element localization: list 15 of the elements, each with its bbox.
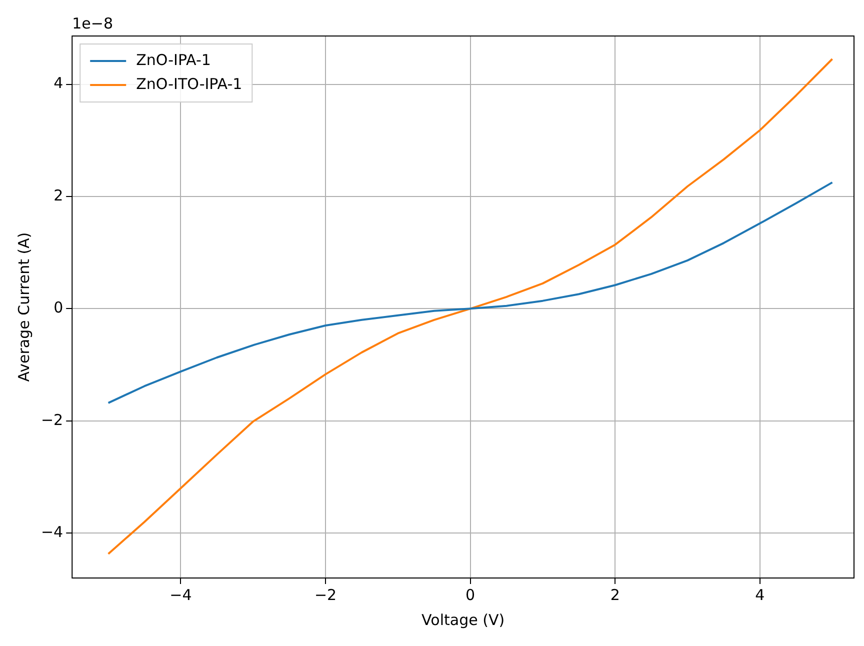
x-tick-label: 0	[466, 586, 476, 604]
y-tick-label: −2	[40, 410, 64, 429]
legend-label: ZnO-IPA-1	[136, 50, 211, 69]
y-tick-label: −4	[40, 523, 64, 542]
x-tick-label: −4	[170, 586, 192, 604]
y-tick-label: 0	[54, 298, 64, 317]
y-tick-label: 4	[54, 74, 64, 92]
legend-label: ZnO-ITO-IPA-1	[136, 74, 242, 93]
y-axis-title: Average Current (A)	[14, 232, 33, 382]
x-axis-title: Voltage (V)	[422, 610, 505, 629]
x-tick-label: −2	[314, 586, 337, 604]
x-tick-label: 2	[610, 586, 620, 604]
text: 1e−8	[72, 14, 113, 32]
x-tick-label: 4	[755, 586, 765, 604]
y-tick-label: 2	[54, 186, 64, 204]
